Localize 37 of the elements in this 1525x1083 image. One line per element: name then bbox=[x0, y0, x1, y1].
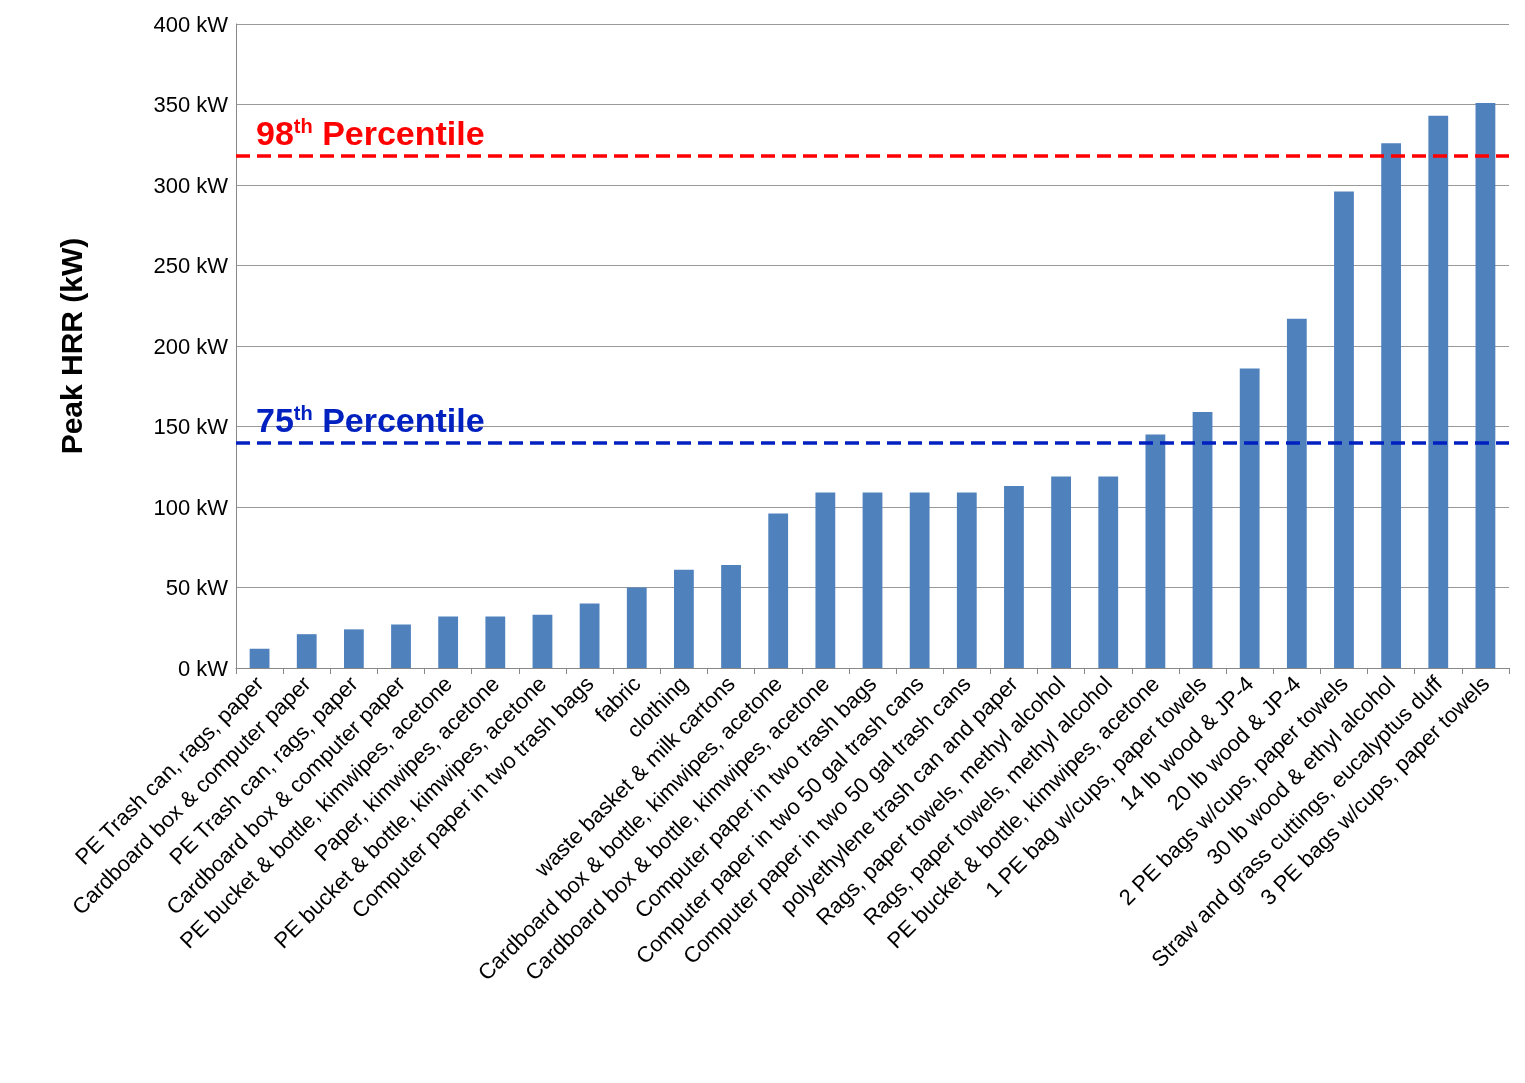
bar bbox=[1334, 191, 1354, 668]
bar bbox=[768, 513, 789, 668]
bar bbox=[1475, 102, 1496, 668]
bar bbox=[249, 648, 270, 668]
y-tick-label: 400 kW bbox=[153, 11, 229, 37]
bar bbox=[1428, 115, 1449, 668]
bar bbox=[1051, 476, 1071, 668]
bar bbox=[391, 624, 411, 668]
bar bbox=[1098, 476, 1119, 668]
bar bbox=[909, 492, 930, 668]
bar bbox=[862, 492, 883, 668]
bar bbox=[815, 492, 836, 668]
bar bbox=[1004, 486, 1024, 668]
bar bbox=[1286, 318, 1307, 668]
y-tick-label: 50 kW bbox=[165, 575, 229, 600]
bar bbox=[579, 603, 600, 668]
y-axis-title: Peak HRR (kW) bbox=[54, 237, 88, 455]
bar bbox=[721, 564, 741, 668]
bar bbox=[485, 616, 506, 668]
bar bbox=[626, 587, 647, 668]
bar bbox=[1145, 434, 1166, 668]
bar bbox=[674, 569, 694, 668]
bar bbox=[532, 614, 553, 668]
bar bbox=[1239, 368, 1260, 668]
bar bbox=[1381, 143, 1402, 668]
bar bbox=[1192, 412, 1213, 668]
y-tick-label: 300 kW bbox=[153, 172, 229, 198]
bar bbox=[956, 492, 977, 668]
y-tick-label: 150 kW bbox=[153, 414, 229, 439]
bar bbox=[438, 616, 459, 668]
y-tick-label: 200 kW bbox=[153, 333, 229, 359]
bar bbox=[296, 634, 317, 668]
y-tick-label: 100 kW bbox=[153, 494, 229, 520]
y-tick-label: 0 kW bbox=[177, 655, 229, 681]
y-tick-label: 250 kW bbox=[153, 253, 229, 278]
y-tick-label: 350 kW bbox=[153, 92, 229, 117]
bar bbox=[343, 629, 364, 668]
